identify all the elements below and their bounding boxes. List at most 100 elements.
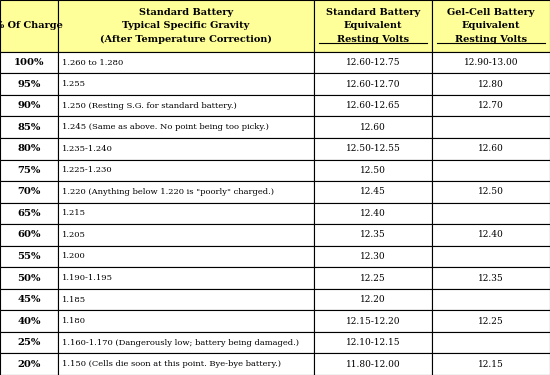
Text: 75%: 75% [18,166,41,175]
Bar [432,289,550,310]
Bar [0,332,58,354]
Bar [314,95,432,116]
Bar [314,332,432,354]
Bar [58,289,314,310]
Text: Resting Volts: Resting Volts [455,35,527,44]
Text: 1.220 (Anything below 1.220 is "poorly" charged.): 1.220 (Anything below 1.220 is "poorly" … [62,188,274,196]
Text: 55%: 55% [17,252,41,261]
Text: 1.190-1.195: 1.190-1.195 [62,274,113,282]
Text: % Of Charge: % Of Charge [0,21,63,30]
Bar [314,202,432,224]
Text: 60%: 60% [17,230,41,239]
Bar [0,0,58,52]
Bar [432,138,550,159]
Text: 12.25: 12.25 [360,273,386,282]
Bar [58,354,314,375]
Bar [314,289,432,310]
Text: 100%: 100% [14,58,44,67]
Bar [432,246,550,267]
Text: 12.40: 12.40 [478,230,504,239]
Text: (After Temperature Correction): (After Temperature Correction) [100,35,272,44]
Text: 1.250 (Resting S.G. for standard battery.): 1.250 (Resting S.G. for standard battery… [62,102,236,109]
Text: 85%: 85% [18,123,41,132]
Bar [314,116,432,138]
Bar [314,181,432,203]
Text: Equivalent: Equivalent [344,21,402,30]
Text: 12.15-12.20: 12.15-12.20 [345,316,400,326]
Bar [0,289,58,310]
Bar [432,202,550,224]
Bar [314,267,432,289]
Bar [0,267,58,289]
Bar [432,95,550,116]
Bar [58,224,314,246]
Bar [432,0,550,52]
Text: 11.80-12.00: 11.80-12.00 [345,360,400,369]
Bar [0,224,58,246]
Text: 12.60: 12.60 [360,123,386,132]
Text: Equivalent: Equivalent [462,21,520,30]
Text: 12.35: 12.35 [478,273,504,282]
Bar [432,310,550,332]
Bar [432,354,550,375]
Bar [314,73,432,95]
Bar [0,310,58,332]
Text: 12.50: 12.50 [478,188,504,196]
Bar [432,267,550,289]
Text: 12.60-12.75: 12.60-12.75 [345,58,400,67]
Text: 90%: 90% [18,101,41,110]
Bar [432,116,550,138]
Text: 1.200: 1.200 [62,252,86,261]
Text: 80%: 80% [18,144,41,153]
Bar [58,246,314,267]
Text: 12.15: 12.15 [478,360,504,369]
Bar [314,159,432,181]
Text: 1.160-1.170 (Dangerously low; battery being damaged.): 1.160-1.170 (Dangerously low; battery be… [62,339,299,346]
Bar [0,202,58,224]
Text: 1.185: 1.185 [62,296,86,304]
Text: 12.50: 12.50 [360,166,386,175]
Text: 12.10-12.15: 12.10-12.15 [345,338,400,347]
Text: 1.150 (Cells die soon at this point. Bye-bye battery.): 1.150 (Cells die soon at this point. Bye… [62,360,281,368]
Bar [0,354,58,375]
Text: 12.45: 12.45 [360,188,386,196]
Bar [58,138,314,159]
Bar [58,95,314,116]
Bar [314,246,432,267]
Bar [58,181,314,203]
Bar [432,332,550,354]
Text: 12.35: 12.35 [360,230,386,239]
Bar [58,52,314,73]
Bar [0,246,58,267]
Text: 12.40: 12.40 [360,209,386,218]
Text: Gel-Cell Battery: Gel-Cell Battery [447,8,535,17]
Bar [0,181,58,203]
Bar [314,0,432,52]
Bar [432,159,550,181]
Bar [432,52,550,73]
Text: 1.235-1.240: 1.235-1.240 [62,145,113,153]
Text: 12.30: 12.30 [360,252,386,261]
Text: 25%: 25% [18,338,41,347]
Bar [0,95,58,116]
Text: 1.245 (Same as above. No point being too picky.): 1.245 (Same as above. No point being too… [62,123,269,131]
Bar [58,332,314,354]
Bar [0,116,58,138]
Text: 1.205: 1.205 [62,231,86,239]
Text: 45%: 45% [17,295,41,304]
Text: 12.70: 12.70 [478,101,504,110]
Bar [58,0,314,52]
Bar [0,52,58,73]
Text: 12.60: 12.60 [478,144,504,153]
Bar [58,267,314,289]
Bar [0,138,58,159]
Bar [314,52,432,73]
Text: 50%: 50% [17,273,41,282]
Text: 1.255: 1.255 [62,80,86,88]
Text: 1.225-1.230: 1.225-1.230 [62,166,113,174]
Bar [0,73,58,95]
Text: Typical Specific Gravity: Typical Specific Gravity [122,21,250,30]
Text: 95%: 95% [18,80,41,88]
Text: 70%: 70% [18,188,41,196]
Bar [314,224,432,246]
